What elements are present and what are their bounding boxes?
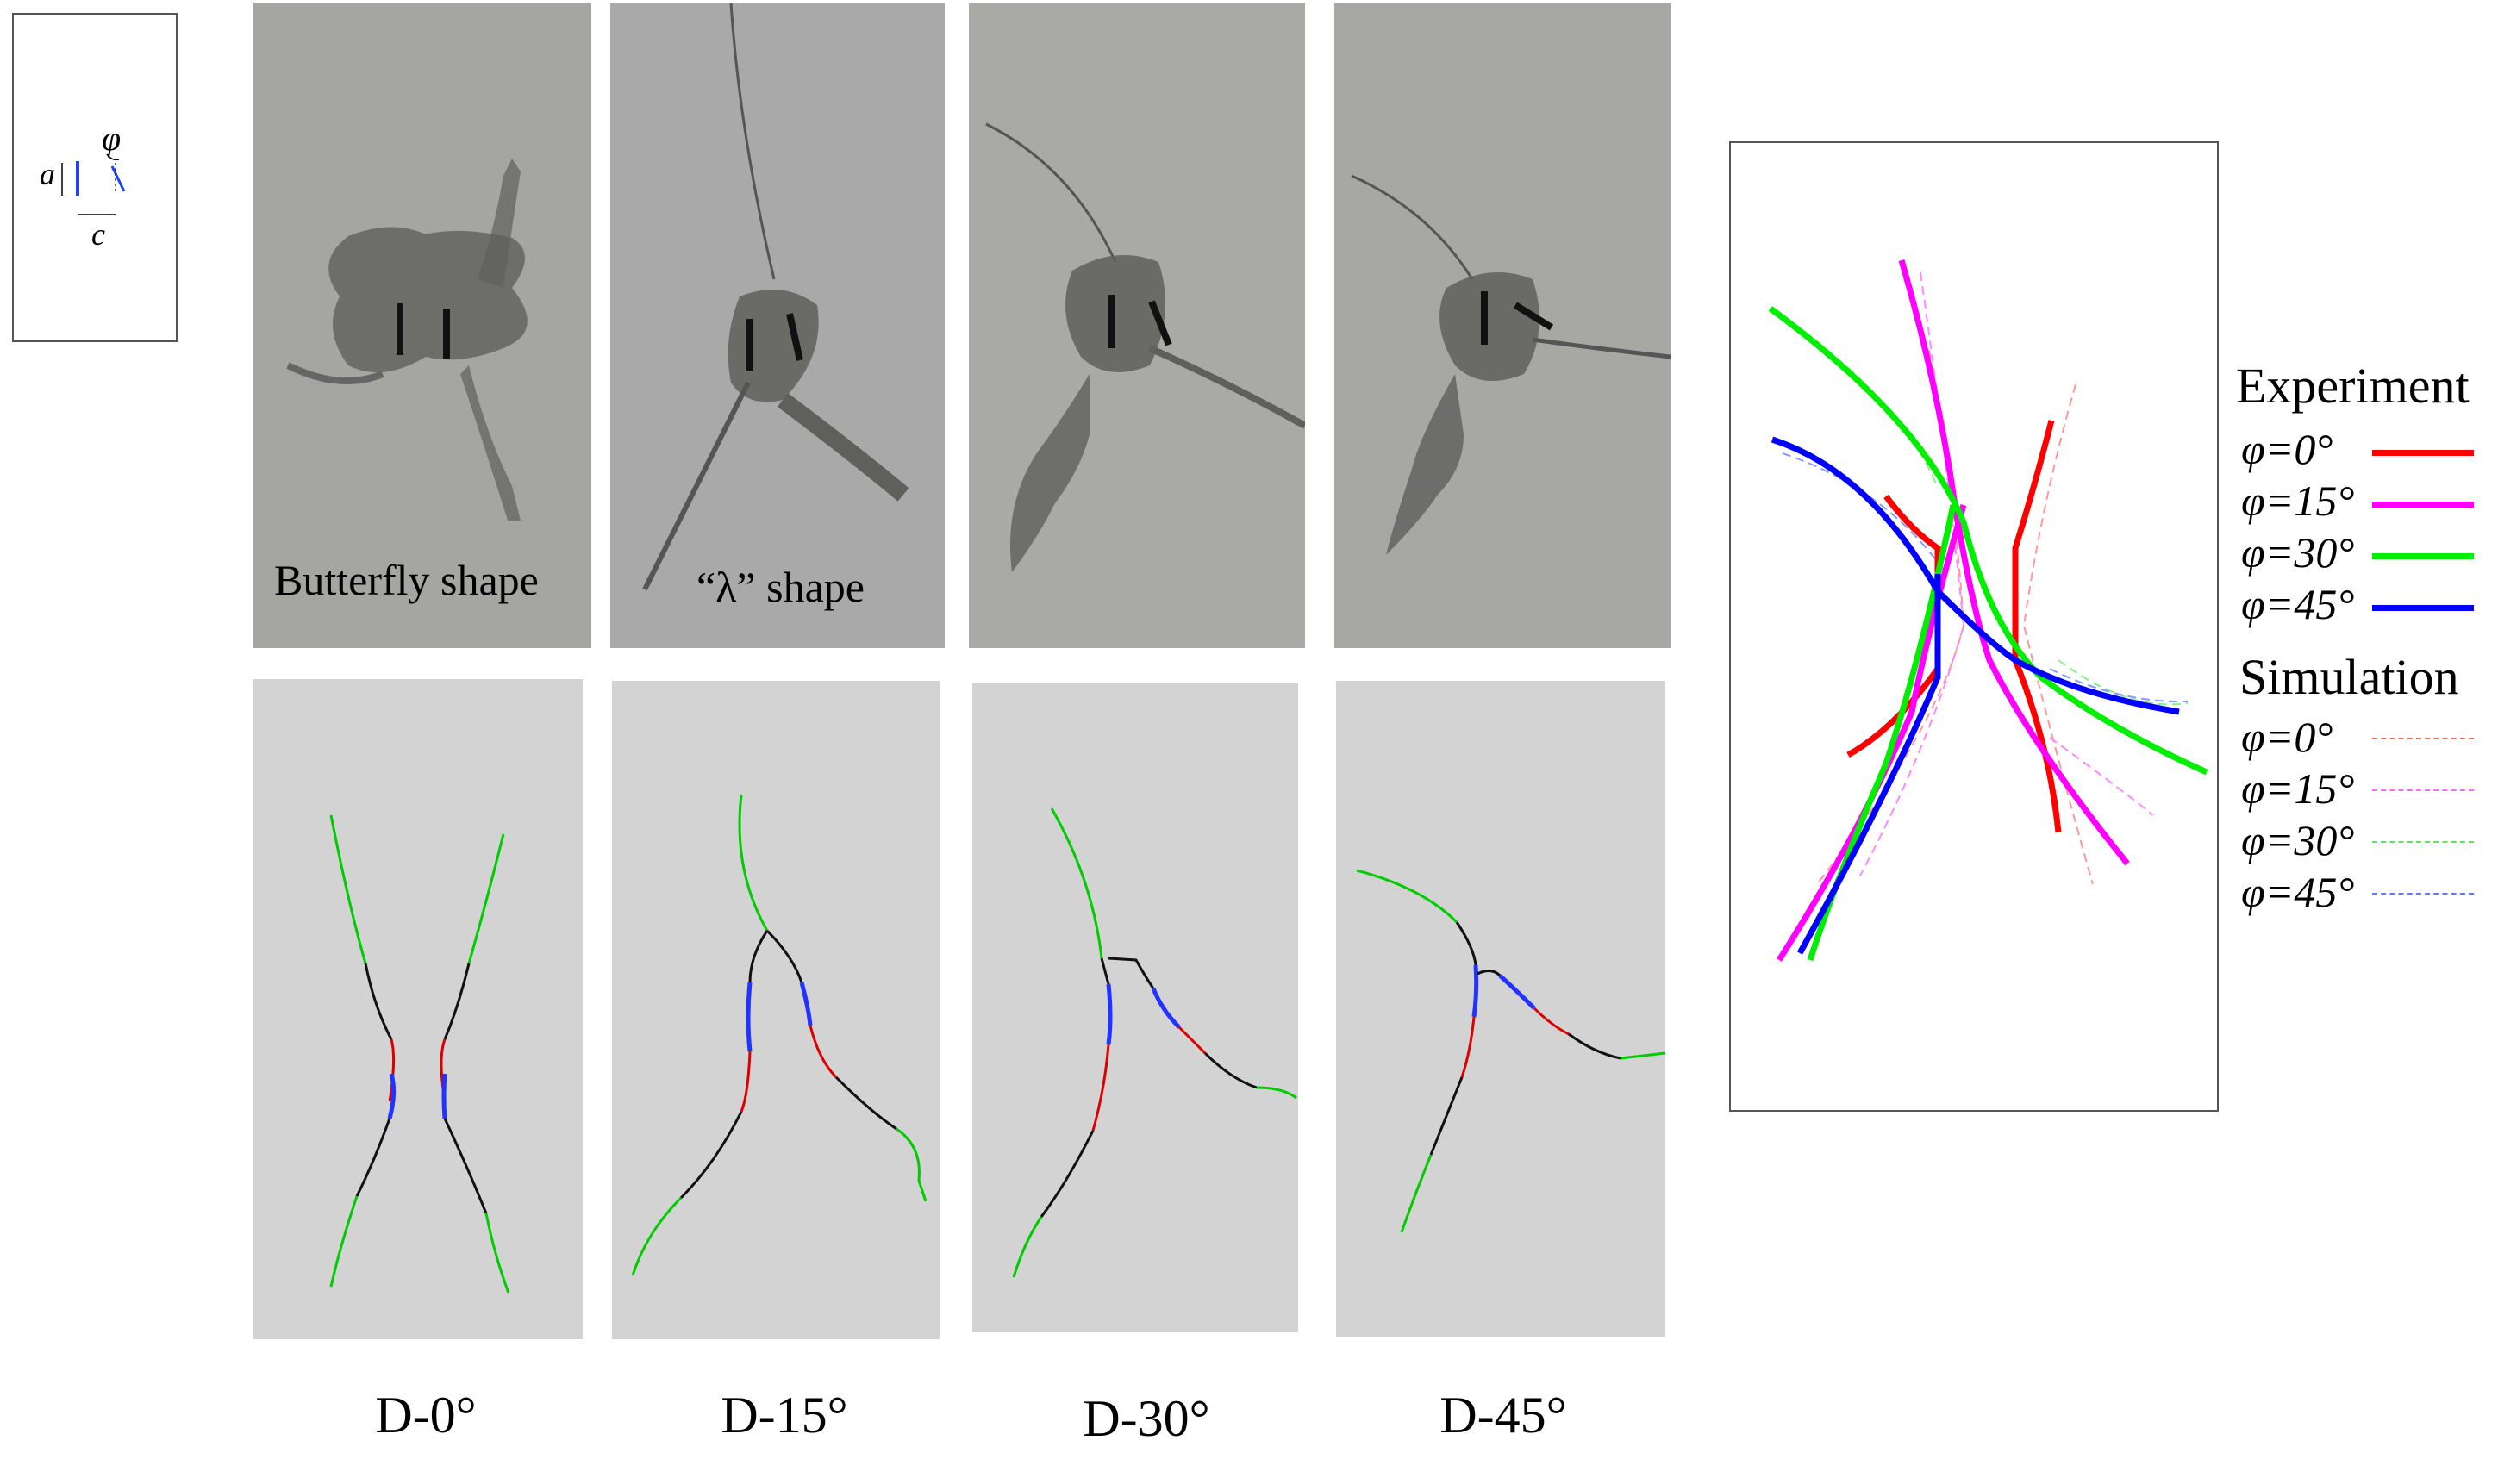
sim-phi15-right: [2050, 738, 2153, 815]
legend-exp-phi30-label: φ=30°: [2241, 527, 2354, 577]
flaw-inclined: [112, 166, 124, 191]
legend-sim-phi0-line: [2372, 738, 2474, 739]
caption-d0: D-0°: [262, 1386, 590, 1445]
sim-d0-cracks: [253, 679, 583, 1339]
sim-d45-cracks: [1336, 681, 1665, 1337]
flaw-schematic-drawing: [14, 15, 176, 340]
specimen-photo-d0: Butterfly shape: [253, 3, 591, 648]
sim-phi45: [1783, 453, 1946, 574]
caption-d30: D-30°: [983, 1389, 1310, 1449]
photo-d15-label: “λ” shape: [696, 562, 865, 612]
photo-d0-label: Butterfly shape: [274, 555, 539, 605]
photo-d0-drawing: [253, 3, 591, 648]
specimen-photo-d45: [1334, 3, 1671, 648]
comparison-panel: [1729, 141, 2219, 1112]
label-c: c: [91, 216, 105, 253]
sim-d15-cracks: [612, 681, 940, 1339]
legend-exp-phi30-line: [2372, 553, 2474, 559]
legend-exp-phi0-label: φ=0°: [2241, 424, 2333, 474]
legend-sim-phi45-label: φ=45°: [2241, 867, 2354, 917]
specimen-photo-d15: “λ” shape: [610, 3, 945, 648]
legend-experiment-title: Experiment: [2236, 357, 2470, 415]
simulation-d45: [1336, 681, 1665, 1337]
legend-sim-phi0-label: φ=0°: [2241, 712, 2333, 762]
label-a: a: [40, 156, 55, 192]
legend-sim-phi30-label: φ=30°: [2241, 815, 2354, 865]
specimen-photo-d30: [969, 3, 1305, 648]
sim-phi30: [1783, 315, 1938, 488]
caption-d45: D-45°: [1340, 1386, 1667, 1445]
legend-exp-phi45-label: φ=45°: [2241, 579, 2354, 629]
legend-exp-phi0-line: [2372, 450, 2474, 456]
sim-d30-cracks: [972, 683, 1298, 1332]
simulation-d15: [612, 681, 940, 1339]
legend-sim-phi15-line: [2372, 789, 2474, 791]
legend-sim-phi45-line: [2372, 893, 2474, 895]
exp-phi45-main: [1772, 440, 2179, 712]
label-phi: φ: [102, 118, 121, 159]
legend: Experiment φ=0° φ=15° φ=30° φ=45° Simula…: [2227, 353, 2495, 922]
simulation-d30: [972, 683, 1298, 1332]
caption-d15: D-15°: [621, 1386, 948, 1445]
simulation-d0: [253, 679, 583, 1339]
legend-simulation-title: Simulation: [2239, 648, 2459, 706]
legend-sim-phi30-line: [2372, 841, 2474, 843]
photo-d15-drawing: [610, 3, 945, 648]
photo-d45-drawing: [1334, 3, 1671, 648]
legend-exp-phi15-line: [2372, 502, 2474, 508]
photo-d30-drawing: [969, 3, 1305, 648]
legend-exp-phi15-label: φ=15°: [2241, 476, 2354, 526]
legend-exp-phi45-line: [2372, 605, 2474, 611]
legend-sim-phi15-label: φ=15°: [2241, 764, 2354, 814]
specimen-schematic: a c φ: [12, 13, 178, 342]
exp-phi0-right: [2015, 421, 2058, 832]
comparison-cracks: [1731, 143, 2217, 1110]
